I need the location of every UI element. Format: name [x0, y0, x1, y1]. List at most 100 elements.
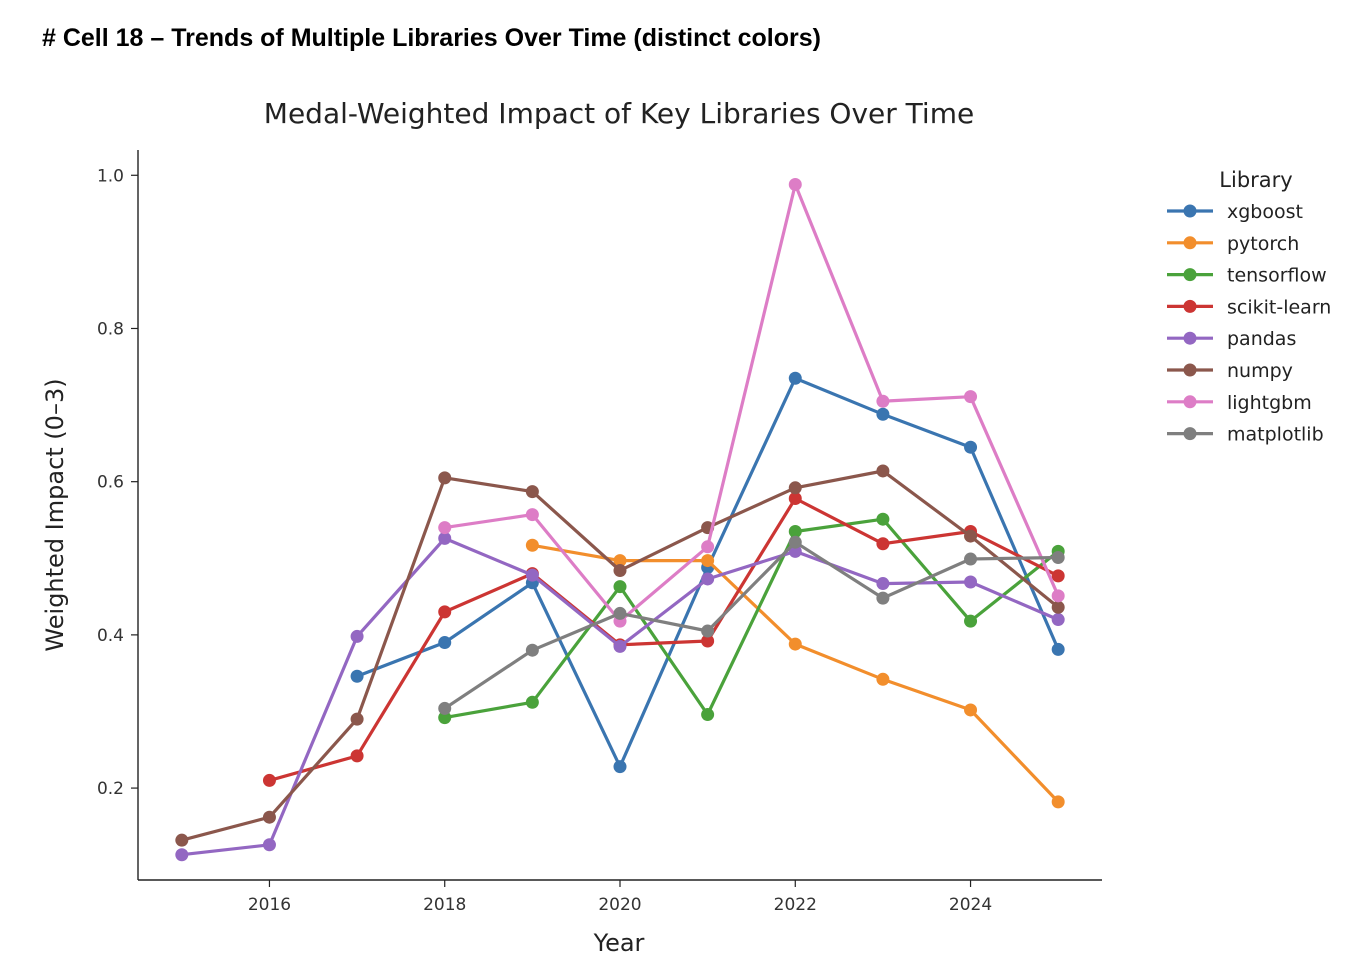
legend-label-numpy: numpy	[1227, 360, 1293, 382]
y-ticks: 0.2 0.4 0.6 0.8 1.0	[97, 166, 138, 799]
x-tick-label: 2022	[774, 895, 817, 915]
data-point-numpy	[788, 481, 802, 495]
data-point-pytorch	[1051, 795, 1065, 809]
data-point-scikit-learn	[262, 773, 276, 787]
data-point-lightgbm	[1051, 589, 1065, 603]
data-point-matplotlib	[964, 552, 978, 566]
data-point-matplotlib	[1051, 551, 1065, 565]
data-point-lightgbm	[964, 390, 978, 404]
legend-label-xgboost: xgboost	[1227, 201, 1303, 223]
legend-marker-matplotlib	[1183, 427, 1197, 441]
data-point-numpy	[964, 529, 978, 543]
data-point-matplotlib	[876, 591, 890, 605]
x-axis-label: Year	[593, 929, 645, 957]
data-point-scikit-learn	[438, 605, 452, 619]
data-point-xgboost	[438, 636, 452, 650]
series-numpy	[175, 464, 1065, 847]
data-point-numpy	[525, 485, 539, 499]
data-point-numpy	[1051, 600, 1065, 614]
data-point-pandas	[613, 639, 627, 653]
data-point-xgboost	[613, 760, 627, 774]
y-tick-label: 0.6	[97, 473, 124, 493]
series-line-numpy	[180, 469, 1060, 842]
legend-label-scikit-learn: scikit-learn	[1227, 296, 1331, 318]
legend-label-tensorflow: tensorflow	[1227, 265, 1327, 287]
legend-label-pytorch: pytorch	[1227, 233, 1299, 255]
data-point-tensorflow	[438, 711, 452, 725]
y-tick-label: 0.2	[97, 779, 124, 799]
x-tick-label: 2020	[598, 895, 641, 915]
series-line-tensorflow	[443, 517, 1060, 720]
series-lightgbm	[438, 177, 1065, 628]
data-point-lightgbm	[438, 521, 452, 535]
series-xgboost	[350, 371, 1065, 774]
data-point-pandas	[1051, 613, 1065, 627]
data-point-matplotlib	[438, 701, 452, 715]
data-point-pytorch	[876, 672, 890, 686]
legend-marker-lightgbm	[1183, 395, 1197, 409]
y-axis-label: Weighted Impact (0–3)	[41, 378, 69, 651]
data-point-pandas	[701, 572, 715, 586]
legend-label-lightgbm: lightgbm	[1227, 392, 1312, 414]
legend-marker-tensorflow	[1183, 268, 1197, 282]
series-line-matplotlib	[443, 540, 1060, 711]
data-point-scikit-learn	[788, 492, 802, 506]
data-point-lightgbm	[701, 540, 715, 554]
data-point-pandas	[175, 848, 189, 862]
cell-heading: # Cell 18 – Trends of Multiple Libraries…	[42, 24, 821, 52]
data-point-xgboost	[964, 440, 978, 454]
data-point-scikit-learn	[701, 634, 715, 648]
data-point-xgboost	[1051, 642, 1065, 656]
series-layer	[175, 177, 1065, 862]
series-line-pytorch	[530, 543, 1060, 804]
x-ticks: 2016 2018 2020 2022 2024	[248, 880, 992, 915]
data-point-tensorflow	[525, 695, 539, 709]
data-point-tensorflow	[701, 708, 715, 722]
series-line-scikit-learn	[267, 496, 1060, 783]
data-point-tensorflow	[876, 512, 890, 526]
data-point-numpy	[262, 810, 276, 824]
data-point-pytorch	[613, 554, 627, 568]
data-point-scikit-learn	[1051, 569, 1065, 583]
x-tick-label: 2024	[949, 895, 992, 915]
legend-label-matplotlib: matplotlib	[1227, 424, 1324, 446]
data-point-matplotlib	[701, 624, 715, 638]
data-point-pandas	[438, 531, 452, 545]
data-point-matplotlib	[788, 535, 802, 549]
series-pandas	[175, 531, 1065, 862]
data-point-pytorch	[701, 554, 715, 568]
data-point-pandas	[876, 577, 890, 591]
legend-marker-pandas	[1183, 331, 1197, 345]
data-point-pytorch	[525, 538, 539, 552]
data-point-xgboost	[788, 371, 802, 385]
data-point-pandas	[350, 629, 364, 643]
y-tick-label: 0.8	[97, 319, 124, 339]
series-line-lightgbm	[443, 182, 1060, 623]
legend-title: Library	[1219, 168, 1292, 192]
data-point-xgboost	[876, 407, 890, 421]
y-tick-label: 1.0	[97, 166, 124, 186]
x-tick-label: 2018	[423, 895, 466, 915]
data-point-pandas	[788, 544, 802, 558]
data-point-numpy	[438, 471, 452, 485]
data-point-matplotlib	[525, 643, 539, 657]
data-point-numpy	[613, 564, 627, 578]
x-tick-label: 2016	[248, 895, 291, 915]
legend: Library xgboost pytorch tensorflow scikit-l…	[1167, 168, 1331, 446]
data-point-lightgbm	[788, 177, 802, 191]
legend-marker-xgboost	[1183, 204, 1197, 218]
series-matplotlib	[438, 535, 1065, 715]
data-point-pandas	[964, 575, 978, 589]
data-point-scikit-learn	[350, 749, 364, 763]
series-pytorch	[525, 538, 1065, 809]
chart-title: Medal-Weighted Impact of Key Libraries O…	[264, 97, 974, 130]
data-point-lightgbm	[525, 508, 539, 522]
data-point-xgboost	[350, 669, 364, 683]
legend-marker-scikit-learn	[1183, 299, 1197, 313]
data-point-numpy	[350, 712, 364, 726]
data-point-pytorch	[788, 637, 802, 651]
y-tick-label: 0.4	[97, 626, 124, 646]
series-scikit-learn	[262, 492, 1065, 787]
data-point-matplotlib	[613, 606, 627, 620]
